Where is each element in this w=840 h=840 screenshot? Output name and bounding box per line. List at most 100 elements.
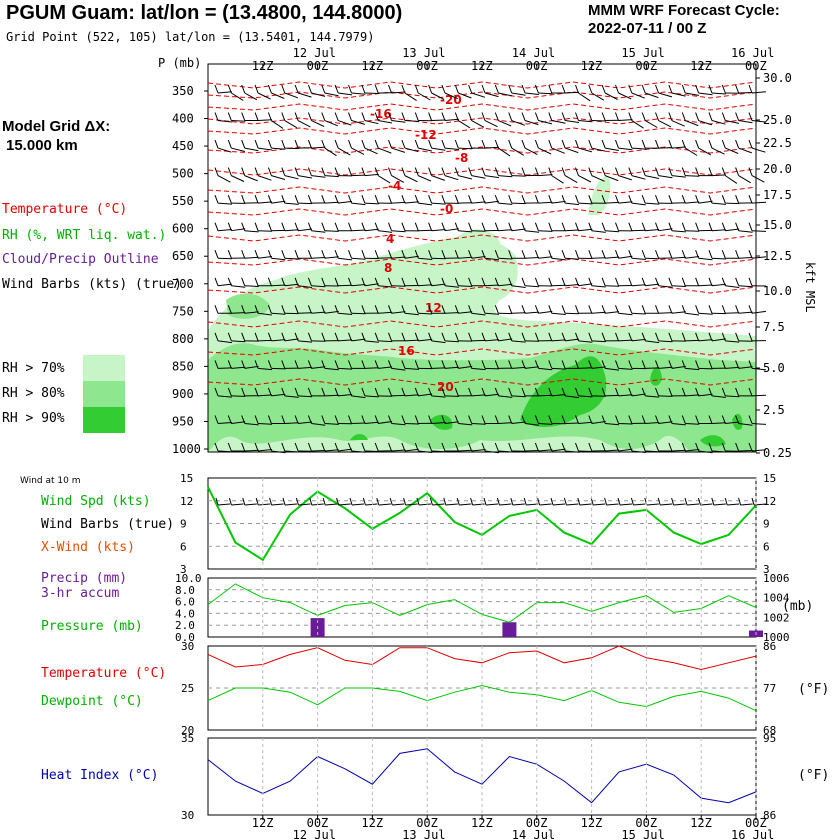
surface-wind-barb: [499, 503, 512, 506]
wind-barb: [428, 305, 446, 314]
wind-barb: [668, 305, 686, 314]
wind-barb: [241, 387, 259, 397]
wind-barb: [481, 387, 499, 397]
wind-barb: [441, 84, 458, 100]
wind-barb: [695, 387, 713, 397]
wind-barb: [655, 222, 673, 232]
surface-wind-barb-flag: [671, 497, 675, 506]
legend-wind-barbs-10m: Wind Barbs (true): [41, 517, 175, 532]
pressure-unit-label: P (mb): [158, 56, 202, 70]
wind-barb: [561, 442, 580, 453]
surface-wind-barb-flag: [470, 497, 474, 506]
wind-barb: [414, 222, 433, 232]
wind-barb: [388, 112, 406, 123]
wind-barb: [575, 360, 593, 369]
wind-barb: [721, 250, 740, 259]
pressure-tick-label: 950: [172, 414, 194, 428]
surface-wind-barb: [472, 503, 485, 506]
wind-barb: [241, 167, 258, 182]
wind-barb: [334, 415, 353, 425]
wind-barb: [721, 360, 740, 369]
wind-barb: [655, 139, 673, 149]
wind-barb: [655, 277, 673, 288]
wind-barb: [388, 415, 406, 426]
wind-barb: [641, 442, 660, 453]
wind-barb: [414, 387, 433, 397]
wind-barb: [374, 250, 393, 259]
wind-barb: [735, 195, 753, 204]
wind-barb: [321, 139, 337, 157]
surface-wind-barb: [552, 503, 566, 506]
surface-wind-barb-flag: [215, 497, 219, 506]
wind-barb: [575, 84, 591, 102]
temperature-contour-label: -4: [388, 179, 401, 193]
surface-wind-barb: [539, 503, 552, 506]
wind-barb: [615, 250, 633, 259]
date-label-top: 12 Jul: [293, 46, 336, 60]
wind-barb: [681, 442, 700, 452]
wind-barb: [561, 305, 580, 315]
temperature-contour-label: -16: [370, 107, 392, 121]
time-tick-label-bottom: 00Z: [526, 816, 548, 830]
heat-index-tick-label-left: 30: [181, 809, 194, 822]
wind-tick-label-left: 6: [180, 540, 187, 553]
wind-barb: [534, 84, 553, 95]
wind-barb: [534, 387, 553, 397]
wind-barb: [668, 222, 686, 233]
wind-barb: [641, 305, 660, 314]
wind-barb: [588, 250, 606, 259]
wind-barb: [521, 250, 540, 259]
wind-barb: [641, 222, 660, 232]
surface-wind-barb: [418, 503, 432, 506]
pressure-tick-label-right: 1006: [763, 572, 790, 585]
wind-barb: [548, 277, 566, 287]
surface-wind-barb: [646, 503, 659, 506]
wind-barb: [454, 387, 473, 397]
height-tick-label: 5.0: [763, 361, 785, 375]
wind-barb: [655, 250, 673, 259]
wind-barb: [548, 332, 566, 342]
wind-barb: [214, 167, 231, 183]
wind-barb: [267, 195, 286, 204]
wind-barb: [601, 442, 620, 452]
wind-barb: [628, 360, 646, 370]
wind-barb: [561, 387, 580, 399]
wind-barb: [521, 84, 540, 95]
wind-barb: [601, 167, 619, 182]
wind-barb: [534, 332, 553, 342]
heat-index-tick-label-right: 86: [763, 809, 776, 822]
height-tick-label: 10.0: [763, 284, 792, 298]
wind-barb: [348, 305, 366, 315]
wind-barb: [254, 387, 273, 397]
wind-barb: [281, 442, 299, 453]
wind-tick-label-right: 9: [763, 518, 770, 531]
wind-barb: [548, 250, 566, 261]
wind-barb: [695, 139, 712, 156]
wind-barb: [588, 195, 606, 204]
wind-barb: [695, 167, 713, 177]
surface-wind-barb-flag: [362, 497, 366, 506]
wind-barb: [254, 277, 273, 287]
wind-barb: [655, 415, 673, 424]
pressure-tick-label: 800: [172, 332, 194, 346]
surface-wind-barb: [593, 503, 606, 506]
model-grid-label: Model Grid ΔX:: [2, 118, 111, 135]
wind-barb: [561, 222, 580, 232]
wind-barb: [681, 387, 700, 397]
wind-barb: [561, 195, 580, 206]
wind-barb: [428, 332, 446, 344]
wind-barb: [721, 442, 740, 452]
wind-barb: [374, 195, 393, 204]
wind-barb: [428, 195, 446, 205]
wind-barb: [414, 167, 432, 182]
surface-wind-barb: [740, 503, 753, 506]
wind-barb: [468, 84, 486, 98]
surface-wind-barb-flag: [751, 497, 755, 506]
wind-barb: [468, 442, 486, 452]
wind-barb: [721, 167, 738, 184]
wind-barb: [294, 139, 313, 149]
wind-barb: [361, 305, 379, 314]
wind-barb: [227, 139, 246, 152]
wind-barb: [214, 332, 232, 344]
wind-barb: [267, 332, 286, 342]
